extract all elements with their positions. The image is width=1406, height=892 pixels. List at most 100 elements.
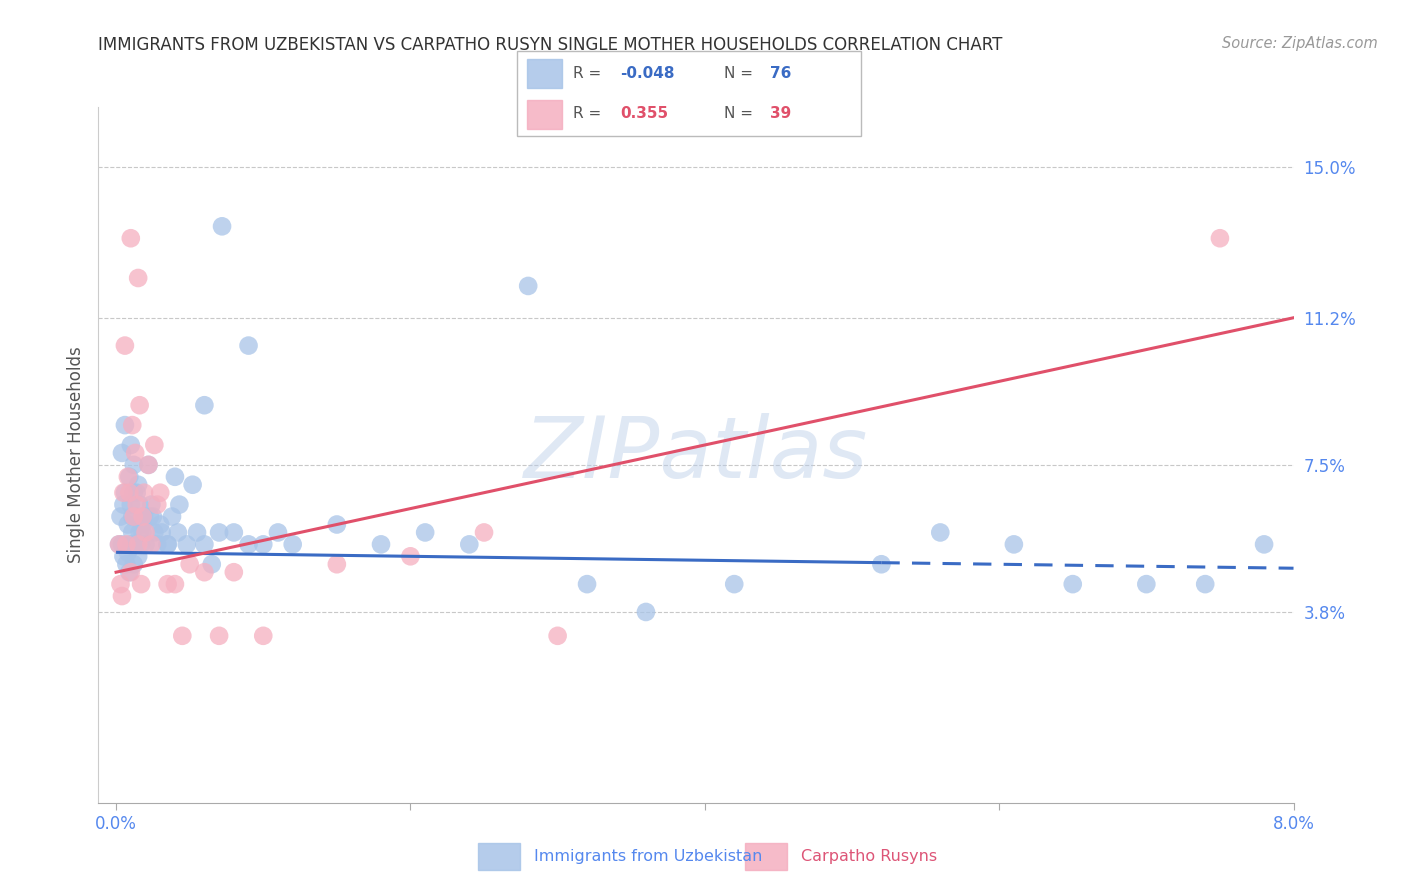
Point <box>1135 577 1157 591</box>
Point <box>723 577 745 591</box>
Text: 76: 76 <box>769 66 792 81</box>
Point <box>208 525 231 540</box>
Point <box>167 525 190 540</box>
Point <box>143 438 166 452</box>
Point <box>193 537 215 551</box>
Point <box>193 398 215 412</box>
Text: 39: 39 <box>769 106 792 121</box>
Point <box>146 498 169 512</box>
Point <box>160 509 183 524</box>
Point <box>238 338 260 352</box>
Point <box>115 558 138 572</box>
Point <box>252 629 274 643</box>
Point <box>150 525 173 540</box>
Point <box>222 565 245 579</box>
Point <box>517 279 540 293</box>
Point <box>122 458 145 472</box>
Point <box>124 446 146 460</box>
Point <box>326 517 349 532</box>
FancyBboxPatch shape <box>517 51 860 136</box>
Point <box>141 537 163 551</box>
Point <box>110 509 132 524</box>
Point <box>132 509 155 524</box>
Point <box>122 558 145 572</box>
Point <box>118 565 141 579</box>
Point <box>120 231 142 245</box>
Point <box>120 565 142 579</box>
Text: R =: R = <box>574 106 606 121</box>
Point <box>1002 537 1025 551</box>
Point <box>169 498 191 512</box>
Point <box>222 525 245 540</box>
Point <box>128 498 150 512</box>
Point <box>1209 231 1232 245</box>
Point <box>120 498 142 512</box>
Point <box>149 517 172 532</box>
Point <box>547 629 569 643</box>
Point <box>125 485 148 500</box>
Bar <box>478 843 520 870</box>
Point <box>129 537 152 551</box>
Point <box>146 537 169 551</box>
Point <box>118 470 141 484</box>
Point <box>115 537 138 551</box>
Point <box>163 577 186 591</box>
Point <box>172 629 194 643</box>
Point <box>193 565 215 579</box>
Point <box>399 549 422 564</box>
Point <box>156 537 179 551</box>
Point <box>139 509 162 524</box>
Point <box>181 477 204 491</box>
Point <box>114 418 136 433</box>
Point <box>138 458 160 472</box>
Point <box>131 517 153 532</box>
Point <box>143 525 166 540</box>
Point <box>108 537 131 551</box>
Point <box>211 219 233 234</box>
Point <box>176 537 198 551</box>
Point <box>114 338 136 352</box>
Text: ZIPatlas: ZIPatlas <box>524 413 868 497</box>
Point <box>472 525 495 540</box>
Point <box>576 577 599 591</box>
Point <box>138 458 160 472</box>
Point <box>120 438 142 452</box>
Point <box>238 537 260 551</box>
Text: Carpatho Rusyns: Carpatho Rusyns <box>801 849 938 863</box>
Y-axis label: Single Mother Households: Single Mother Households <box>66 347 84 563</box>
Point <box>179 558 201 572</box>
Point <box>114 485 136 500</box>
Bar <box>527 100 562 129</box>
Point <box>127 271 149 285</box>
Point <box>149 485 172 500</box>
Point <box>634 605 657 619</box>
Bar <box>745 843 787 870</box>
Text: Source: ZipAtlas.com: Source: ZipAtlas.com <box>1222 36 1378 51</box>
Point <box>129 577 152 591</box>
Point <box>117 470 139 484</box>
Point <box>267 525 290 540</box>
Point <box>413 525 436 540</box>
Point <box>134 537 156 551</box>
Point <box>112 498 135 512</box>
Point <box>156 577 179 591</box>
Point <box>112 549 135 564</box>
Point <box>121 418 143 433</box>
Point <box>125 498 148 512</box>
Point <box>127 537 149 551</box>
Point <box>131 525 153 540</box>
Point <box>131 509 153 524</box>
Text: Immigrants from Uzbekistan: Immigrants from Uzbekistan <box>534 849 762 863</box>
Point <box>1253 537 1275 551</box>
Point <box>111 446 134 460</box>
Text: 0.355: 0.355 <box>620 106 668 121</box>
Point <box>110 577 132 591</box>
Point <box>127 549 149 564</box>
Point <box>252 537 274 551</box>
Point <box>1062 577 1084 591</box>
Point <box>111 589 134 603</box>
Point <box>122 509 145 524</box>
Point <box>117 517 139 532</box>
Point <box>120 537 142 551</box>
Point <box>112 485 135 500</box>
